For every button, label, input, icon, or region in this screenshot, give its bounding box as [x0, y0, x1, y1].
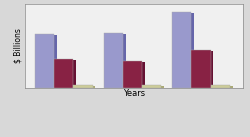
Bar	[54, 59, 73, 88]
Bar	[76, 85, 95, 89]
Bar	[73, 85, 92, 88]
Bar	[214, 85, 233, 89]
Bar	[35, 35, 54, 88]
Y-axis label: $ Billions: $ Billions	[13, 28, 22, 63]
Bar	[106, 34, 126, 89]
Bar	[57, 60, 76, 89]
Bar	[123, 61, 142, 88]
Bar	[211, 85, 230, 88]
Bar	[104, 33, 123, 88]
Bar	[126, 62, 145, 89]
Bar	[172, 12, 192, 88]
X-axis label: Years: Years	[123, 89, 145, 98]
Bar	[192, 50, 211, 88]
Bar	[142, 85, 161, 88]
Bar	[194, 51, 214, 89]
Bar	[145, 85, 164, 89]
Bar	[175, 13, 194, 89]
Bar	[38, 35, 57, 89]
